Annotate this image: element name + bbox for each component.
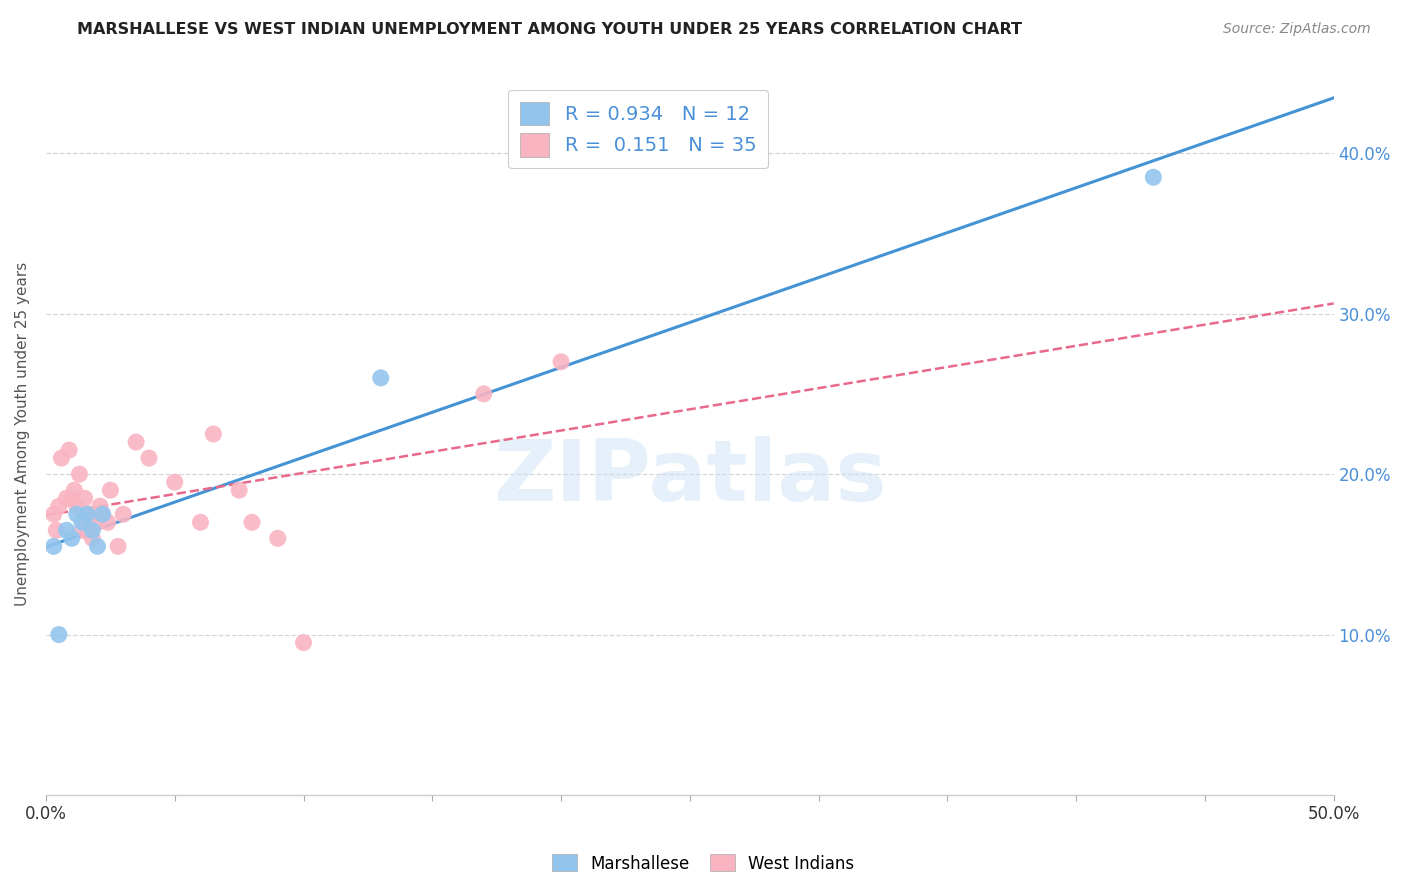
Point: [240, 516, 263, 530]
Point: [48, 500, 70, 514]
Point: [125, 435, 148, 450]
Point: [550, 355, 572, 369]
Point: [66, 508, 89, 522]
Point: [70, 524, 93, 538]
Point: [60, 532, 83, 546]
Point: [55, 524, 77, 538]
Point: [190, 516, 212, 530]
Point: [55, 491, 77, 506]
Point: [292, 635, 315, 649]
Point: [97, 516, 120, 530]
Point: [58, 443, 80, 458]
Point: [107, 539, 129, 553]
Point: [86, 539, 108, 553]
Point: [83, 508, 105, 522]
Point: [91, 508, 114, 522]
Point: [370, 371, 392, 385]
Point: [228, 483, 250, 498]
Point: [66, 500, 89, 514]
Point: [48, 627, 70, 641]
Point: [82, 524, 104, 538]
Point: [70, 516, 93, 530]
Point: [98, 483, 121, 498]
Point: [202, 427, 225, 442]
Point: [45, 524, 67, 538]
Point: [89, 500, 111, 514]
Point: [63, 483, 86, 498]
Point: [91, 508, 114, 522]
Point: [138, 451, 160, 466]
Point: [79, 508, 101, 522]
Point: [112, 508, 135, 522]
Point: [1142, 170, 1164, 185]
Point: [76, 508, 98, 522]
Point: [69, 467, 91, 482]
Point: [42, 539, 65, 553]
Point: [51, 451, 73, 466]
Point: [267, 532, 290, 546]
Point: [86, 516, 108, 530]
Point: [163, 475, 186, 490]
Y-axis label: Unemployment Among Youth under 25 years: Unemployment Among Youth under 25 years: [15, 262, 30, 607]
Legend: R = 0.934   N = 12, R =  0.151   N = 35: R = 0.934 N = 12, R = 0.151 N = 35: [509, 90, 768, 169]
Point: [76, 524, 98, 538]
Text: Source: ZipAtlas.com: Source: ZipAtlas.com: [1223, 22, 1371, 37]
Text: ZIPatlas: ZIPatlas: [494, 436, 887, 519]
Text: MARSHALLESE VS WEST INDIAN UNEMPLOYMENT AMONG YOUTH UNDER 25 YEARS CORRELATION C: MARSHALLESE VS WEST INDIAN UNEMPLOYMENT …: [77, 22, 1022, 37]
Point: [472, 387, 495, 401]
Point: [42, 508, 65, 522]
Point: [73, 491, 96, 506]
Point: [82, 532, 104, 546]
Legend: Marshallese, West Indians: Marshallese, West Indians: [546, 847, 860, 880]
Point: [73, 508, 96, 522]
Point: [60, 491, 83, 506]
